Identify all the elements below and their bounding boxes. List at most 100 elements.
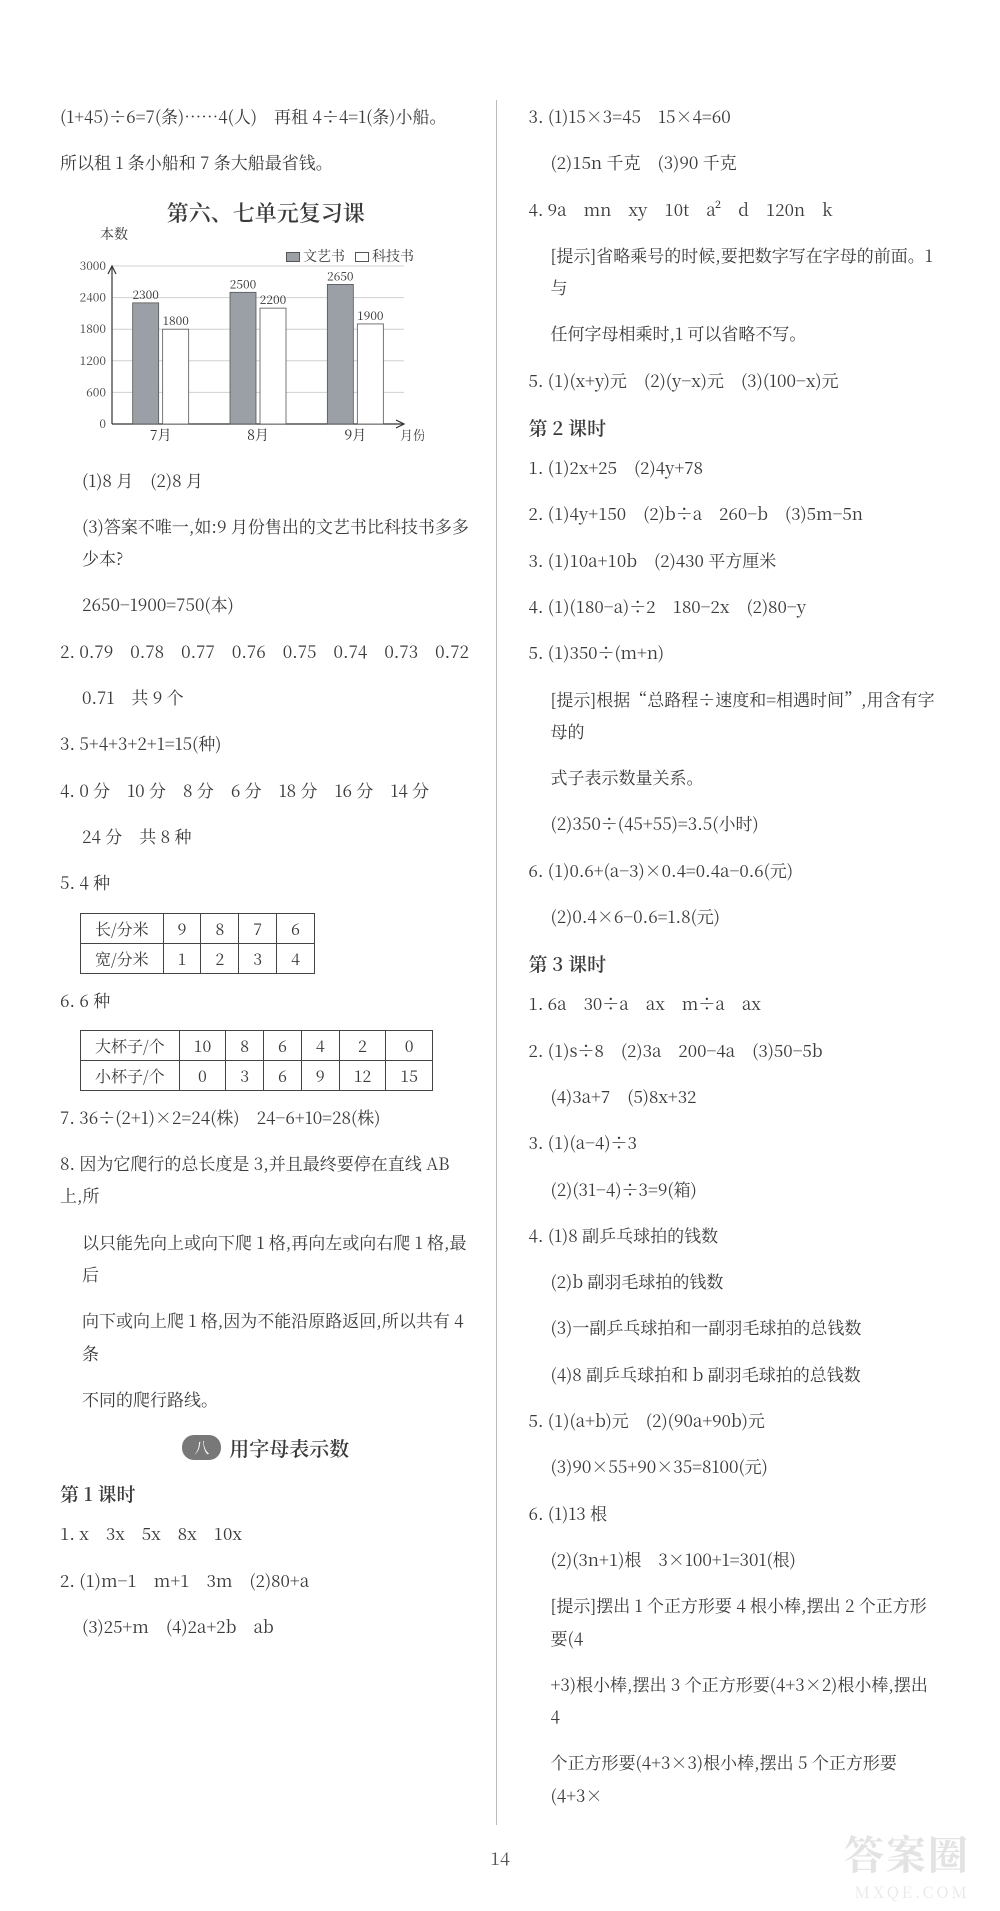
table-cell: 4 <box>277 943 315 973</box>
q8b: 以只能先向上或向下爬 1 格,再向左或向右爬 1 格,最后 <box>60 1226 472 1291</box>
r2-6a: 6. (1)0.6+(a−3)×0.4=0.4a−0.6(元) <box>529 854 941 886</box>
q6: 6. 6 种 <box>60 984 472 1016</box>
r3l-4c: (3)一副乒乓球拍和一副羽毛球拍的总钱数 <box>529 1311 941 1343</box>
r3l-6c: [提示]摆出 1 个正方形要 4 根小棒,摆出 2 个正方形要(4 <box>529 1589 941 1654</box>
legend-item-2: 科技书 <box>355 246 414 266</box>
legend-label-1: 文艺书 <box>303 246 345 266</box>
r3l-6b: (2)(3n+1)根 3×100+1=301(根) <box>529 1543 941 1575</box>
legend-item-1: 文艺书 <box>286 246 345 266</box>
two-columns: (1+45)÷6=7(条)……4(人) 再租 4÷4=1(条)小船。 所以租 1… <box>60 100 940 1825</box>
q1-3a: (3)答案不唯一,如:9 月份售出的文艺书比科技书多多少本? <box>60 510 472 575</box>
intro-line-2: 所以租 1 条小船和 7 条大船最省钱。 <box>60 146 472 178</box>
r3l-6e: 个正方形要(4+3×3)根小棒,摆出 5 个正方形要(4+3× <box>529 1746 941 1811</box>
svg-text:7月: 7月 <box>150 425 172 445</box>
q2b: 0.71 共 9 个 <box>60 681 472 713</box>
chart-y-title: 本数 <box>100 224 128 244</box>
r2-5b: [提示]根据“总路程÷速度和=相遇时间”,用含有字母的 <box>529 683 941 748</box>
intro-line-1: (1+45)÷6=7(条)……4(人) 再租 4÷4=1(条)小船。 <box>60 100 472 132</box>
r3l-6d: +3)根小棒,摆出 3 个正方形要(4+3×2)根小棒,摆出 4 <box>529 1668 941 1733</box>
q4b: 24 分 共 8 种 <box>60 820 472 852</box>
r3l-3b: (2)(31−4)÷3=9(箱) <box>529 1173 941 1205</box>
table-row: 大杯子/个1086420 <box>81 1030 433 1060</box>
table-cell: 8 <box>226 1030 264 1060</box>
svg-text:3000: 3000 <box>80 257 106 274</box>
l1-2: 2. (1)m−1 m+1 3m (2)80+a <box>60 1564 472 1596</box>
l1-3: (3)25+m (4)2a+2b ab <box>60 1610 472 1642</box>
r2-5d: (2)350÷(45+55)=3.5(小时) <box>529 807 941 839</box>
chart-legend: 文艺书 科技书 <box>286 246 414 266</box>
r4c: 任何字母相乘时,1 可以省略不写。 <box>529 317 941 349</box>
table-cell: 10 <box>179 1030 226 1060</box>
r3l-2b: (4)3a+7 (5)8x+32 <box>529 1080 941 1112</box>
svg-text:1800: 1800 <box>162 312 188 329</box>
table-cell: 9 <box>163 913 201 943</box>
r2-1: 1. (1)2x+25 (2)4y+78 <box>529 451 941 483</box>
lesson-3-heading: 第 3 课时 <box>529 950 941 977</box>
r4b: [提示]省略乘号的时候,要把数字写在字母的前面。1 与 <box>529 239 941 304</box>
table-cell: 2 <box>201 943 239 973</box>
lesson-2-heading: 第 2 课时 <box>529 414 941 441</box>
q5: 5. 4 种 <box>60 866 472 898</box>
table-cell: 宽/分米 <box>81 943 164 973</box>
svg-text:600: 600 <box>86 383 106 400</box>
q2a: 2. 0.79 0.78 0.77 0.76 0.75 0.74 0.73 0.… <box>60 635 472 667</box>
table-length-width: 长/分米9876宽/分米1234 <box>80 913 315 974</box>
svg-text:2200: 2200 <box>260 291 286 308</box>
svg-text:1200: 1200 <box>80 351 106 368</box>
r3l-4b: (2)b 副羽毛球拍的钱数 <box>529 1265 941 1297</box>
r3l-2a: 2. (1)s÷8 (2)3a 200−4a (3)50−5b <box>529 1034 941 1066</box>
r3l-5a: 5. (1)(a+b)元 (2)(90a+90b)元 <box>529 1404 941 1436</box>
table-cell: 大杯子/个 <box>81 1030 180 1060</box>
svg-text:1800: 1800 <box>80 320 106 337</box>
watermark-sub: MXQE.COM <box>854 1880 970 1903</box>
q1-1: (1)8 月 (2)8 月 <box>60 464 472 496</box>
page: (1+45)÷6=7(条)……4(人) 再租 4÷4=1(条)小船。 所以租 1… <box>0 0 1000 1911</box>
svg-text:2650: 2650 <box>327 267 353 284</box>
table-cell: 3 <box>226 1060 264 1090</box>
svg-text:0: 0 <box>99 415 106 432</box>
r2-5c: 式子表示数量关系。 <box>529 761 941 793</box>
r3l-6a: 6. (1)13 根 <box>529 1497 941 1529</box>
table-row: 宽/分米1234 <box>81 943 315 973</box>
table-cell: 4 <box>301 1030 339 1060</box>
svg-text:2300: 2300 <box>132 285 158 302</box>
r3l-1: 1. 6a 30÷a ax m÷a ax <box>529 987 941 1019</box>
q1-3b: 2650−1900=750(本) <box>60 588 472 620</box>
r2-2: 2. (1)4y+150 (2)b÷a 260−b (3)5m−5n <box>529 497 941 529</box>
r4a: 4. 9a mn xy 10t a² d 120n k <box>529 193 941 225</box>
section-pill: 八 <box>182 1435 221 1460</box>
r3-2: (2)15n 千克 (3)90 千克 <box>529 146 941 178</box>
q8d: 不同的爬行路线。 <box>60 1383 472 1415</box>
q4a: 4. 0 分 10 分 8 分 6 分 18 分 16 分 14 分 <box>60 774 472 806</box>
lesson-1-heading: 第 1 课时 <box>60 1480 472 1507</box>
q8a: 8. 因为它爬行的总长度是 3,并且最终要停在直线 AB 上,所 <box>60 1147 472 1212</box>
legend-label-2: 科技书 <box>372 246 414 266</box>
table-cell: 12 <box>339 1060 386 1090</box>
svg-text:1900: 1900 <box>357 307 383 324</box>
table-cell: 1 <box>163 943 201 973</box>
swatch-icon <box>286 252 300 262</box>
r2-5a: 5. (1)350÷(m+n) <box>529 636 941 668</box>
table-cell: 0 <box>179 1060 226 1090</box>
table-row: 长/分米9876 <box>81 913 315 943</box>
table-cell: 8 <box>201 913 239 943</box>
r3l-4d: (4)8 副乒乓球拍和 b 副羽毛球拍的总钱数 <box>529 1358 941 1390</box>
table-cell: 9 <box>301 1060 339 1090</box>
section-title: 用字母表示数 <box>229 1433 349 1462</box>
pill-label: 八 <box>194 1437 209 1458</box>
table-row: 小杯子/个03691215 <box>81 1060 433 1090</box>
svg-text:2500: 2500 <box>230 275 256 292</box>
svg-text:月份: 月份 <box>400 425 424 444</box>
l1-1: 1. x 3x 5x 8x 10x <box>60 1517 472 1549</box>
swatch-icon <box>355 252 369 262</box>
r3l-5b: (3)90×55+90×35=8100(元) <box>529 1450 941 1482</box>
table-cell: 6 <box>277 913 315 943</box>
svg-text:8月: 8月 <box>247 425 269 445</box>
page-number: 14 <box>60 1845 940 1871</box>
table-cell: 0 <box>386 1030 433 1060</box>
right-column: 3. (1)15×3=45 15×4=60 (2)15n 千克 (3)90 千克… <box>525 100 941 1825</box>
table-cell: 6 <box>264 1060 302 1090</box>
r2-4: 4. (1)(180−a)÷2 180−2x (2)80−y <box>529 590 941 622</box>
table-cell: 3 <box>239 943 277 973</box>
r2-3: 3. (1)10a+10b (2)430 平方厘米 <box>529 544 941 576</box>
